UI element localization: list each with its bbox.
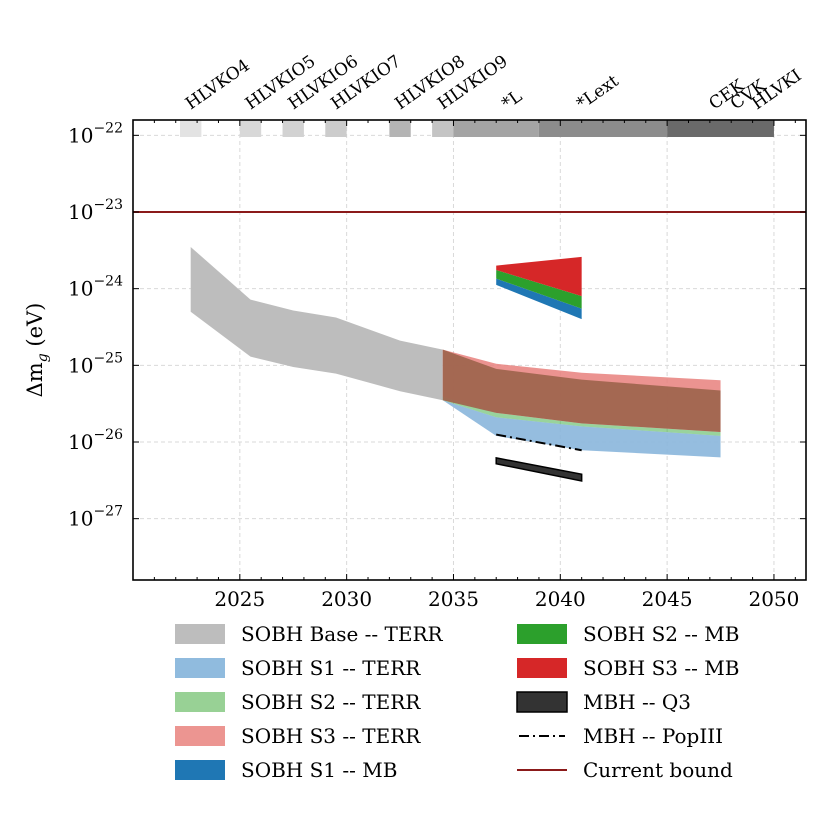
x-tick-label: 2025 bbox=[214, 587, 265, 611]
x-tick-label: 2035 bbox=[428, 587, 479, 611]
plot-frame bbox=[132, 119, 807, 581]
y-tick-label: 10−24 bbox=[68, 274, 123, 301]
y-tick-labels: 10−22 10−23 10−24 10−25 10−26 10−27 bbox=[68, 120, 123, 530]
series-band-sobh-s3-mb bbox=[496, 256, 582, 297]
y-tick-label: 10−26 bbox=[68, 427, 123, 454]
legend-swatch bbox=[517, 658, 567, 678]
x-tick-label: 2050 bbox=[748, 587, 799, 611]
y-tick-label: 10−27 bbox=[68, 504, 123, 531]
series-band-mbh-q3 bbox=[495, 457, 583, 482]
y-axis-label: Δmg (eV) bbox=[23, 303, 51, 398]
network-segment bbox=[453, 120, 539, 137]
legend-label: SOBH Base -- TERR bbox=[241, 622, 444, 646]
legend-swatch bbox=[175, 726, 225, 746]
series-band-sobh-s2-terr bbox=[442, 396, 721, 436]
network-label: HLVKO4 bbox=[182, 56, 254, 114]
detector-network-labels: HLVKO4HLVKIO5HLVKIO6HLVKIO7HLVKIO8HLVKIO… bbox=[182, 52, 805, 115]
legend-label: SOBH S3 -- TERR bbox=[241, 724, 421, 748]
network-label: *L bbox=[498, 86, 526, 114]
legend: SOBH Base -- TERR SOBH S1 -- TERR SOBH S2 … bbox=[175, 622, 739, 782]
legend-swatch bbox=[175, 624, 225, 644]
legend-label: SOBH S2 -- MB bbox=[583, 622, 739, 646]
network-segment bbox=[180, 120, 202, 137]
network-segment bbox=[389, 120, 411, 137]
legend-label: MBH -- Q3 bbox=[583, 690, 691, 714]
legend-label: SOBH S3 -- MB bbox=[583, 656, 739, 680]
network-segment bbox=[239, 120, 262, 137]
legend-label: Current bound bbox=[583, 758, 733, 782]
network-segment bbox=[538, 120, 668, 137]
y-tick-label: 10−22 bbox=[68, 120, 123, 147]
data-series bbox=[190, 246, 721, 482]
network-segment bbox=[667, 120, 774, 137]
legend-swatch bbox=[517, 624, 567, 644]
network-segment bbox=[282, 120, 304, 137]
y-tick-label: 10−25 bbox=[68, 350, 123, 377]
series-band-sobh-s2-mb bbox=[496, 270, 582, 309]
legend-label: SOBH S1 -- MB bbox=[241, 758, 397, 782]
detector-network-bars bbox=[180, 120, 774, 137]
series-line-mbh-popiii bbox=[496, 433, 582, 452]
network-segment bbox=[325, 120, 347, 137]
network-segment bbox=[432, 120, 454, 137]
y-axis-label-main: Δm bbox=[23, 362, 47, 397]
x-tick-label: 2045 bbox=[642, 587, 693, 611]
x-tick-label: 2030 bbox=[321, 587, 372, 611]
y-axis-label-unit: (eV) bbox=[23, 303, 47, 354]
y-tick-label: 10−23 bbox=[68, 197, 123, 224]
y-axis-label-sub: g bbox=[35, 353, 51, 362]
x-tick-labels: 2025 2030 2035 2040 2045 2050 bbox=[214, 587, 799, 611]
grid bbox=[133, 120, 806, 580]
legend-swatch bbox=[175, 692, 225, 712]
series-band-sobh-s1-terr bbox=[442, 400, 721, 458]
series-band-sobh-s3-terr-overlap- bbox=[442, 349, 721, 433]
legend-swatch bbox=[516, 691, 568, 713]
legend-label: MBH -- PopIII bbox=[583, 724, 723, 748]
legend-swatch bbox=[175, 760, 225, 780]
legend-swatch bbox=[175, 658, 225, 678]
axis-ticks bbox=[133, 120, 806, 580]
legend-label: SOBH S2 -- TERR bbox=[241, 690, 421, 714]
network-label: *Lext bbox=[573, 71, 623, 114]
x-tick-label: 2040 bbox=[535, 587, 586, 611]
series-band-sobh-base-terr bbox=[190, 246, 443, 401]
series-band-sobh-s1-mb bbox=[496, 278, 582, 320]
legend-label: SOBH S1 -- TERR bbox=[241, 656, 421, 680]
